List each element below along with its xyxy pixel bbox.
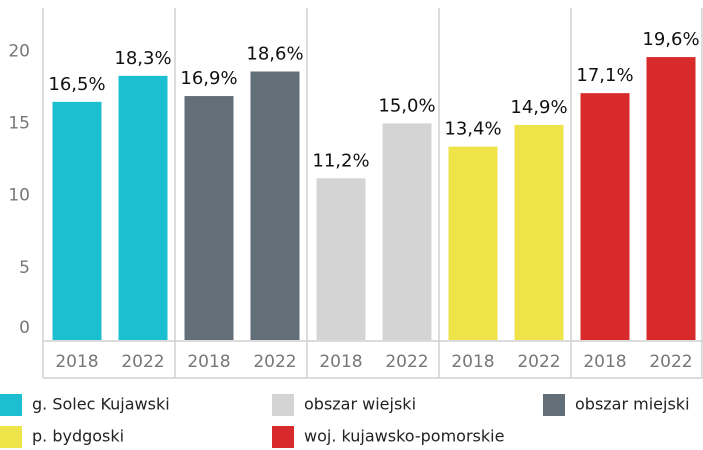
- bar: [646, 57, 696, 341]
- bar: [250, 71, 300, 340]
- y-tick-label: 5: [19, 258, 30, 278]
- bar: [118, 75, 168, 340]
- x-tick-label: 2018: [55, 352, 98, 372]
- value-label: 18,3%: [114, 48, 171, 69]
- x-tick-label: 2018: [451, 352, 494, 372]
- legend-swatch: [272, 394, 294, 416]
- legend-swatch: [0, 426, 22, 448]
- x-tick-label: 2018: [319, 352, 362, 372]
- value-label: 19,6%: [642, 29, 699, 50]
- y-tick-label: 10: [8, 186, 30, 206]
- value-label: 11,2%: [312, 150, 369, 171]
- legend-label: obszar miejski: [575, 395, 690, 414]
- bar: [52, 101, 102, 341]
- x-tick-label: 2022: [385, 352, 428, 372]
- bar: [382, 123, 432, 340]
- legend-swatch: [272, 426, 294, 448]
- value-label: 16,9%: [180, 68, 237, 89]
- legend-swatch: [0, 394, 22, 416]
- y-tick-label: 0: [19, 318, 30, 338]
- x-tick-label: 2022: [121, 352, 164, 372]
- y-tick-label: 15: [8, 113, 30, 133]
- bar: [514, 124, 564, 340]
- bar: [580, 93, 630, 340]
- value-label: 15,0%: [378, 95, 435, 116]
- y-tick-label: 20: [8, 41, 30, 61]
- x-tick-label: 2018: [583, 352, 626, 372]
- x-tick-label: 2018: [187, 352, 230, 372]
- value-label: 13,4%: [444, 119, 501, 140]
- x-tick-label: 2022: [649, 352, 692, 372]
- x-tick-label: 2022: [517, 352, 560, 372]
- value-label: 14,9%: [510, 97, 567, 118]
- legend-label: woj. kujawsko-pomorskie: [304, 427, 504, 446]
- legend-label: p. bydgoski: [32, 427, 124, 446]
- legend-label: g. Solec Kujawski: [32, 395, 170, 414]
- value-label: 17,1%: [576, 65, 633, 86]
- legend-swatch: [543, 394, 565, 416]
- bar: [448, 146, 498, 340]
- value-label: 18,6%: [246, 44, 303, 65]
- x-tick-label: 2022: [253, 352, 296, 372]
- bar: [184, 96, 234, 340]
- legend-label: obszar wiejski: [304, 395, 416, 414]
- value-label: 16,5%: [48, 74, 105, 95]
- bar: [316, 178, 366, 340]
